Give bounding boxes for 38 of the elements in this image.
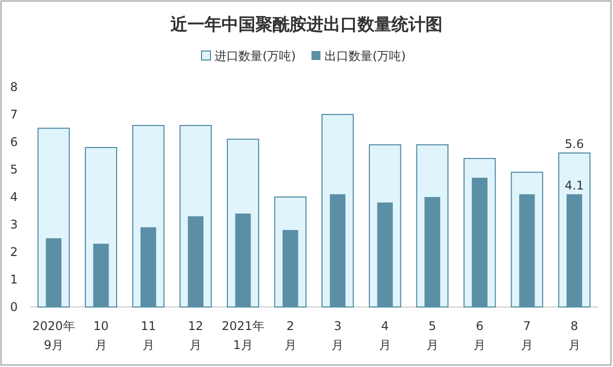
y-tick-label: 5 <box>10 162 18 176</box>
y-tick-label: 1 <box>10 272 18 286</box>
bar <box>188 216 204 307</box>
y-tick-label: 2 <box>10 245 18 259</box>
x-tick-label: 5 月 <box>426 319 438 352</box>
x-tick-label: 2020年 9月 <box>32 319 75 352</box>
y-tick-label: 3 <box>10 218 18 232</box>
x-tick-label: 6 月 <box>474 319 486 352</box>
bar <box>235 214 251 307</box>
x-tick-label: 10 月 <box>93 319 109 352</box>
y-tick-label: 0 <box>10 300 18 314</box>
x-tick-label: 8 月 <box>568 319 580 352</box>
bar <box>93 244 109 307</box>
bar <box>519 194 535 307</box>
chart-title: 近一年中国聚酰胺进出口数量统计图 <box>170 15 442 35</box>
y-tick-label: 7 <box>10 108 18 122</box>
x-tick-label: 4 月 <box>379 319 391 352</box>
x-tick-label: 2021年 1月 <box>222 319 264 352</box>
bar <box>566 194 582 307</box>
data-label: 5.6 <box>564 137 584 151</box>
bar <box>424 197 440 307</box>
bar <box>472 178 488 307</box>
x-tick-label: 7 月 <box>521 319 533 352</box>
y-tick-label: 4 <box>10 190 18 204</box>
bar <box>140 227 156 307</box>
legend-label: 进口数量(万吨) <box>214 49 296 63</box>
bar <box>282 230 298 307</box>
x-tick-label: 11 月 <box>140 319 156 352</box>
y-tick-label: 6 <box>10 135 18 149</box>
legend-label: 出口数量(万吨) <box>324 49 406 63</box>
data-label: 4.1 <box>564 178 584 192</box>
bar <box>377 202 393 307</box>
bar <box>330 194 346 307</box>
x-tick-label: 2 月 <box>284 319 296 352</box>
y-tick-label: 8 <box>10 80 18 94</box>
x-tick-label: 12 月 <box>188 319 204 352</box>
x-tick-label: 3 月 <box>332 319 344 352</box>
bar <box>46 238 62 307</box>
